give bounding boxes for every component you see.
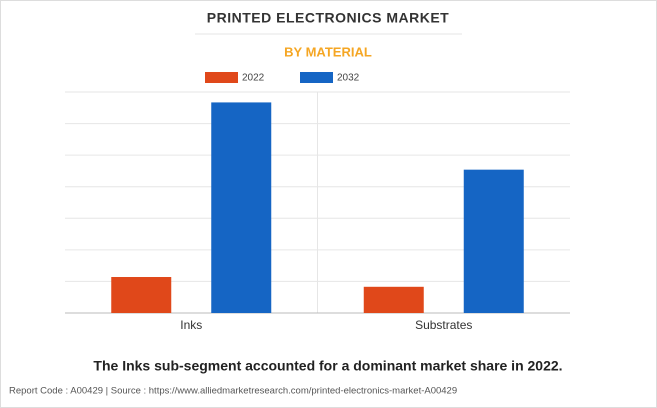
chart-subtitle: BY MATERIAL <box>284 44 372 59</box>
chart-title: PRINTED ELECTRONICS MARKET <box>207 10 449 26</box>
legend-label: 2032 <box>337 73 360 84</box>
x-tick-label: Inks <box>180 318 202 332</box>
bar <box>363 286 424 313</box>
legend-swatch <box>300 72 333 83</box>
bar <box>111 277 172 313</box>
source-note: Report Code : A00429 | Source : https://… <box>9 386 457 397</box>
legend-swatch <box>205 72 238 83</box>
legend-label: 2022 <box>242 73 265 84</box>
caption: The Inks sub-segment accounted for a dom… <box>93 358 562 374</box>
bar <box>463 169 524 313</box>
bar <box>211 102 272 313</box>
x-tick-label: Substrates <box>415 318 472 332</box>
